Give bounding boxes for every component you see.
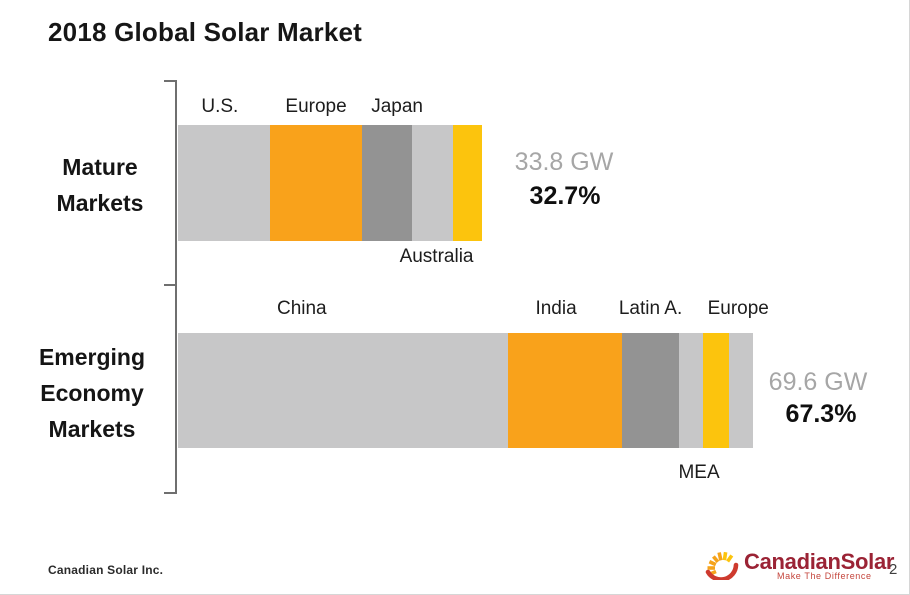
segment-emerging-latina [622,333,679,448]
segment-emerging-india [507,333,623,448]
page-number: 2 [889,561,898,578]
segment-label-china: China [276,298,327,319]
segment-emerging-other [729,333,753,448]
mature-share-percent: 32.7% [529,182,601,210]
axis-tick-bottom [164,492,176,494]
logo-tagline: Make The Difference [777,571,872,581]
category-label-line: Markets [48,416,136,442]
mature-total-gw: 33.8 GW [514,148,614,176]
segment-emerging-mea [678,333,704,448]
emerging-total-gw: 69.6 GW [768,368,868,396]
sun-logo-icon [705,551,739,580]
segment-label-india: India [535,298,577,319]
logo-wordmark: CanadianSolar [744,549,895,574]
segment-label-australia: Australia [399,246,474,267]
segment-mature-australia [411,125,454,241]
axis-line [175,80,177,494]
category-label-line: Mature [62,154,138,180]
page-title: 2018 Global Solar Market [48,17,363,47]
segment-mature-japan [362,125,412,241]
category-label-line: Emerging [38,344,146,370]
segment-emerging-europe [703,333,730,448]
category-label-line: Economy [40,380,144,406]
category-label-mature-markets: Mature Markets [22,149,178,221]
bar-mature: U.S. Europe Japan Australia [178,96,482,267]
segment-label-japan: Japan [371,96,423,117]
segment-label-latina: Latin A. [618,298,683,319]
segment-mature-other [453,125,482,241]
segment-emerging-china [178,333,508,448]
emerging-share-percent: 67.3% [785,400,857,428]
category-label-emerging-economy-markets: Emerging Economy Markets [14,339,170,447]
segment-mature-us [178,125,270,241]
footer-company-name: Canadian Solar Inc. [48,563,164,577]
axis-tick-top [164,80,176,82]
bar-emerging: China India Latin A. MEA Europe [178,298,769,483]
axis-tick-middle [164,284,176,286]
segment-label-mea: MEA [678,462,720,483]
category-label-line: Markets [56,190,144,216]
segment-mature-europe [269,125,363,241]
segment-label-us: U.S. [201,96,239,117]
segment-label-europe: Europe [707,298,769,319]
segment-label-europe: Europe [285,96,347,117]
